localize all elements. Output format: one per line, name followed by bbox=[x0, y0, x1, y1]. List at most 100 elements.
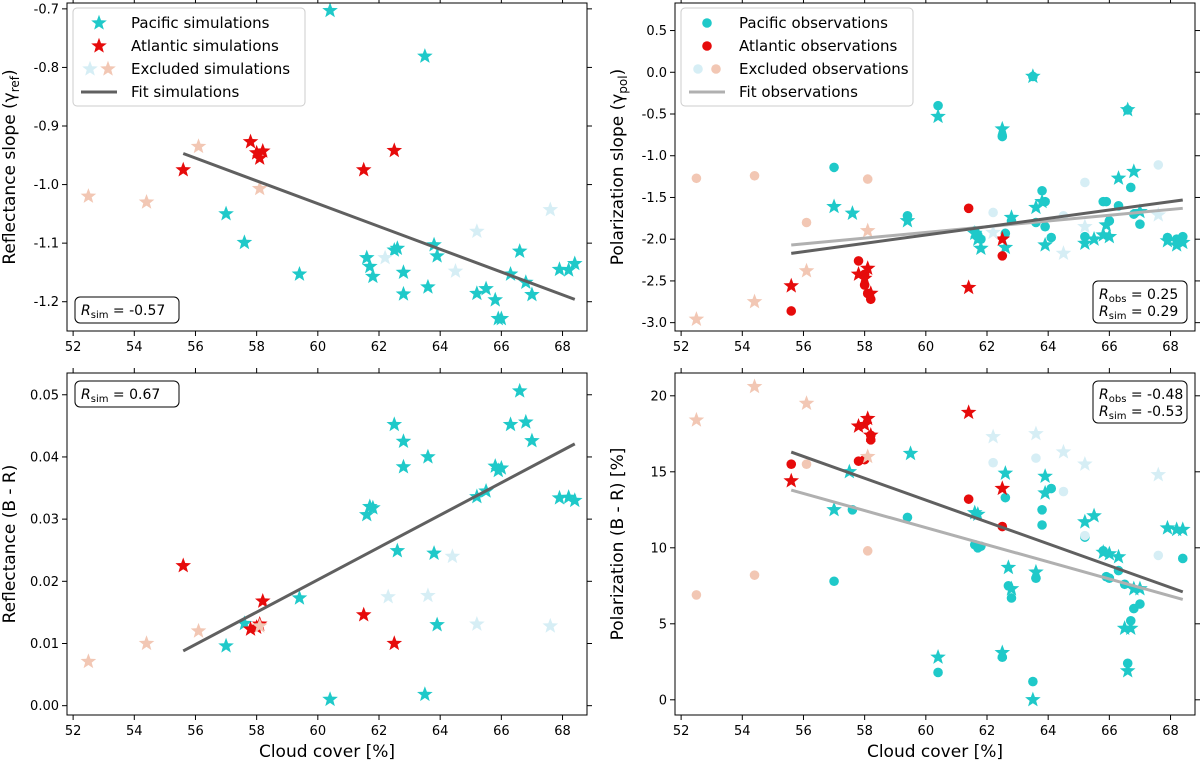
x-tick-label: 56 bbox=[187, 340, 204, 355]
data-point bbox=[1159, 519, 1176, 535]
y-tick-label: 5 bbox=[659, 617, 667, 632]
x-tick-label: 52 bbox=[65, 340, 82, 355]
fit-line-simulations bbox=[790, 450, 1184, 594]
data-point bbox=[997, 131, 1008, 142]
y-tick-label: -1.2 bbox=[34, 295, 59, 310]
data-point bbox=[1153, 160, 1164, 170]
correlation-value: Rsim = 0.67 bbox=[81, 387, 160, 405]
correlation-value: Rsim = 0.29 bbox=[1099, 304, 1178, 322]
legend-label: Excluded observations bbox=[739, 60, 909, 78]
plot-area bbox=[688, 378, 1191, 707]
x-tick-label: 60 bbox=[918, 724, 935, 739]
y-axis-label-subscript: pol bbox=[616, 75, 630, 93]
data-point bbox=[1025, 68, 1041, 84]
data-point bbox=[1028, 425, 1044, 441]
data-point bbox=[542, 617, 559, 633]
data-point bbox=[786, 306, 797, 316]
data-point bbox=[1119, 662, 1136, 678]
series-pacific-simulations bbox=[218, 3, 583, 326]
y-axis-label-main: Reflectance (B - R) bbox=[0, 465, 20, 624]
data-point bbox=[389, 542, 406, 558]
x-tick-label: 68 bbox=[554, 724, 571, 739]
correlation-box: Rsim = 0.67 bbox=[74, 380, 180, 408]
data-point bbox=[844, 205, 861, 220]
x-tick-label: 62 bbox=[979, 340, 996, 355]
x-tick-label: 52 bbox=[673, 340, 690, 355]
data-point bbox=[426, 236, 442, 252]
x-tick-label: 64 bbox=[432, 724, 449, 739]
y-tick-label: -1.0 bbox=[642, 149, 667, 164]
y-tick-label: -0.5 bbox=[642, 108, 667, 123]
legend-label: Pacific simulations bbox=[131, 14, 270, 32]
data-point bbox=[1150, 466, 1167, 482]
data-point bbox=[994, 120, 1011, 136]
data-point bbox=[1037, 185, 1047, 196]
axes-frame bbox=[674, 372, 1196, 716]
data-point bbox=[862, 174, 873, 184]
data-point bbox=[783, 277, 800, 293]
data-point bbox=[1086, 507, 1102, 523]
legend-label: Excluded simulations bbox=[131, 60, 290, 78]
data-point bbox=[566, 492, 583, 508]
legend-circle-swatch bbox=[711, 64, 721, 74]
data-point bbox=[1177, 553, 1188, 564]
data-point bbox=[1037, 505, 1047, 515]
data-point bbox=[1159, 232, 1176, 248]
series-atlantic-simulations bbox=[783, 404, 1011, 496]
data-point bbox=[1119, 101, 1136, 117]
data-point bbox=[1031, 453, 1041, 463]
data-point bbox=[447, 263, 464, 278]
legend-box bbox=[72, 7, 306, 107]
data-point bbox=[746, 293, 763, 309]
data-point bbox=[365, 499, 381, 515]
data-point bbox=[1055, 443, 1072, 459]
y-tick-label: 0 bbox=[659, 693, 667, 708]
x-tick-label: 58 bbox=[248, 340, 265, 355]
x-tick-label: 58 bbox=[856, 340, 873, 355]
data-point bbox=[420, 587, 436, 603]
correlation-box-frame bbox=[74, 296, 180, 324]
data-point bbox=[380, 588, 396, 604]
series-atlantic-simulations bbox=[783, 230, 1011, 301]
data-point bbox=[566, 255, 583, 271]
y-axis-label-subscript: ref bbox=[8, 75, 22, 92]
data-point bbox=[1101, 228, 1118, 244]
y-axis-label: Polarization (B - R) [%] bbox=[608, 448, 628, 641]
data-point bbox=[190, 622, 207, 638]
data-point bbox=[841, 463, 858, 479]
legend: Pacific simulations Atlantic simulations E… bbox=[72, 7, 306, 107]
data-point bbox=[389, 240, 406, 256]
x-tick-label: 62 bbox=[371, 340, 388, 355]
legend-label: Atlantic observations bbox=[739, 37, 898, 55]
data-point bbox=[1101, 545, 1118, 561]
x-tick-label: 66 bbox=[493, 340, 510, 355]
data-point bbox=[487, 458, 504, 473]
data-point bbox=[1000, 492, 1011, 503]
data-point bbox=[236, 234, 253, 250]
series-excluded-observations bbox=[691, 170, 873, 228]
data-point bbox=[560, 489, 577, 504]
data-point bbox=[1037, 468, 1053, 483]
data-point bbox=[933, 667, 943, 678]
data-point bbox=[850, 266, 867, 281]
x-tick-label: 56 bbox=[187, 724, 204, 739]
y-tick-label: -0.7 bbox=[34, 2, 59, 17]
x-tick-label: 54 bbox=[734, 340, 751, 355]
data-point bbox=[997, 251, 1008, 261]
data-point bbox=[469, 616, 485, 631]
data-point bbox=[493, 459, 510, 475]
data-point bbox=[1080, 177, 1090, 188]
data-point bbox=[1077, 513, 1093, 529]
data-point bbox=[1101, 196, 1112, 207]
y-tick-label: 0.01 bbox=[30, 637, 59, 652]
data-point bbox=[524, 432, 540, 448]
plot-area bbox=[80, 382, 583, 707]
data-point bbox=[688, 411, 705, 427]
data-point bbox=[365, 268, 381, 284]
series-excluded-simulations bbox=[377, 201, 559, 278]
y-tick-label: 0.03 bbox=[30, 513, 59, 528]
x-tick-label: 56 bbox=[795, 340, 812, 355]
data-point bbox=[1150, 206, 1167, 222]
